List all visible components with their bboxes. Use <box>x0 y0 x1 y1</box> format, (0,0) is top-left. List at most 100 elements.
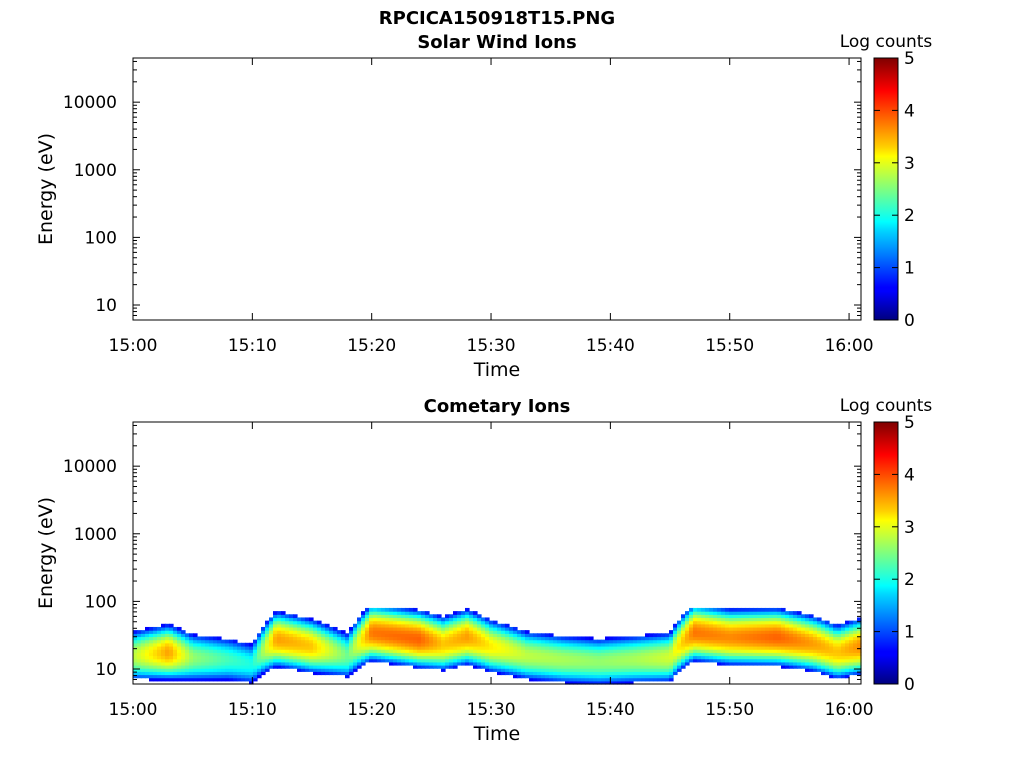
heatmap-cell <box>441 661 446 666</box>
heatmap-cell <box>777 614 782 619</box>
heatmap-cell <box>617 664 622 669</box>
heatmap-cell <box>565 671 570 676</box>
heatmap-cell <box>681 652 686 657</box>
heatmap-cell <box>761 652 766 657</box>
heatmap-cell <box>561 674 566 679</box>
heatmap-cell <box>197 668 202 672</box>
heatmap-cell <box>721 626 726 631</box>
heatmap-cell <box>217 664 222 669</box>
heatmap-cell <box>361 658 366 663</box>
heatmap-cell <box>601 642 606 647</box>
heatmap-cell <box>693 658 698 663</box>
heatmap-cell <box>789 661 794 666</box>
heatmap-cell <box>593 674 598 679</box>
heatmap-cell <box>697 642 702 647</box>
heatmap-cell <box>781 617 786 622</box>
heatmap-cell <box>529 661 534 666</box>
heatmap-cell <box>141 655 146 660</box>
heatmap-cell <box>181 677 186 682</box>
heatmap-cell <box>177 630 182 634</box>
heatmap-cell <box>165 664 170 669</box>
heatmap-cell <box>765 620 770 625</box>
heatmap-cell <box>545 661 550 666</box>
heatmap-cell <box>657 677 662 682</box>
heatmap-cell <box>649 636 654 641</box>
heatmap-cell <box>673 633 678 638</box>
heatmap-cell <box>201 658 206 663</box>
heatmap-cell <box>793 617 798 622</box>
heatmap-cell <box>733 633 738 638</box>
heatmap-cell <box>409 639 414 644</box>
heatmap-cell <box>637 639 642 644</box>
heatmap-cell <box>209 658 214 663</box>
heatmap-cell <box>661 677 666 682</box>
heatmap-cell <box>613 668 618 672</box>
heatmap-cell <box>753 658 758 663</box>
heatmap-cell <box>205 677 210 682</box>
heatmap-cell <box>545 645 550 650</box>
heatmap-cell <box>409 649 414 653</box>
heatmap-cell <box>497 649 502 653</box>
heatmap-cell <box>669 658 674 663</box>
heatmap-cell <box>689 620 694 625</box>
heatmap-cell <box>797 664 802 669</box>
heatmap-cell <box>205 664 210 669</box>
heatmap-cell <box>345 642 350 647</box>
heatmap-cell <box>541 664 546 669</box>
heatmap-cell <box>709 639 714 644</box>
heatmap-cell <box>817 639 822 644</box>
heatmap-cell <box>373 617 378 622</box>
heatmap-cell <box>789 652 794 657</box>
x-tick-label: 16:00 <box>825 700 874 720</box>
heatmap-cell <box>469 645 474 650</box>
heatmap-cell <box>757 626 762 631</box>
heatmap-cell <box>753 607 758 612</box>
heatmap-cell <box>745 620 750 625</box>
heatmap-cell <box>201 652 206 657</box>
heatmap-cell <box>349 661 354 666</box>
heatmap-cell <box>273 620 278 625</box>
heatmap-cell <box>369 652 374 657</box>
heatmap-cell <box>725 661 730 666</box>
heatmap-cell <box>137 642 142 647</box>
heatmap-cell <box>153 649 158 653</box>
heatmap-cell <box>729 611 734 615</box>
heatmap-cell <box>245 649 250 653</box>
heatmap-cell <box>821 633 826 638</box>
heatmap-cell <box>341 636 346 641</box>
heatmap-cell <box>293 652 298 657</box>
heatmap-cell <box>717 614 722 619</box>
heatmap-cell <box>373 620 378 625</box>
heatmap-cell <box>445 620 450 625</box>
heatmap-cell <box>145 636 150 641</box>
heatmap-cell <box>381 645 386 650</box>
heatmap-cell <box>641 658 646 663</box>
heatmap-cell <box>857 642 862 647</box>
heatmap-cell <box>489 661 494 666</box>
heatmap-cell <box>349 639 354 644</box>
heatmap-cell <box>429 652 434 657</box>
heatmap-cell <box>313 623 318 628</box>
heatmap-cell <box>421 645 426 650</box>
heatmap-cell <box>597 674 602 679</box>
heatmap-cell <box>753 661 758 666</box>
heatmap-cell <box>689 633 694 638</box>
heatmap-cell <box>377 623 382 628</box>
heatmap-cell <box>801 636 806 641</box>
heatmap-cell <box>257 655 262 660</box>
heatmap-cell <box>781 661 786 666</box>
heatmap-cell <box>593 645 598 650</box>
heatmap-cell <box>773 626 778 631</box>
heatmap-cell <box>433 617 438 622</box>
heatmap-cell <box>857 639 862 644</box>
heatmap-cell <box>321 668 326 672</box>
heatmap-cell <box>269 639 274 644</box>
heatmap-cell <box>633 639 638 644</box>
heatmap-cell <box>553 652 558 657</box>
heatmap-cell <box>797 623 802 628</box>
heatmap-cell <box>437 630 442 634</box>
heatmap-cell <box>213 671 218 676</box>
heatmap-cell <box>477 633 482 638</box>
heatmap-cell <box>521 668 526 672</box>
heatmap-cell <box>849 658 854 663</box>
